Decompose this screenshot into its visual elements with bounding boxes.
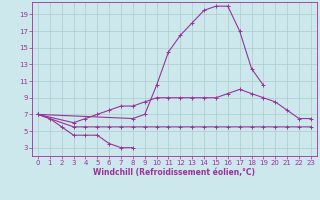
X-axis label: Windchill (Refroidissement éolien,°C): Windchill (Refroidissement éolien,°C)	[93, 168, 255, 177]
